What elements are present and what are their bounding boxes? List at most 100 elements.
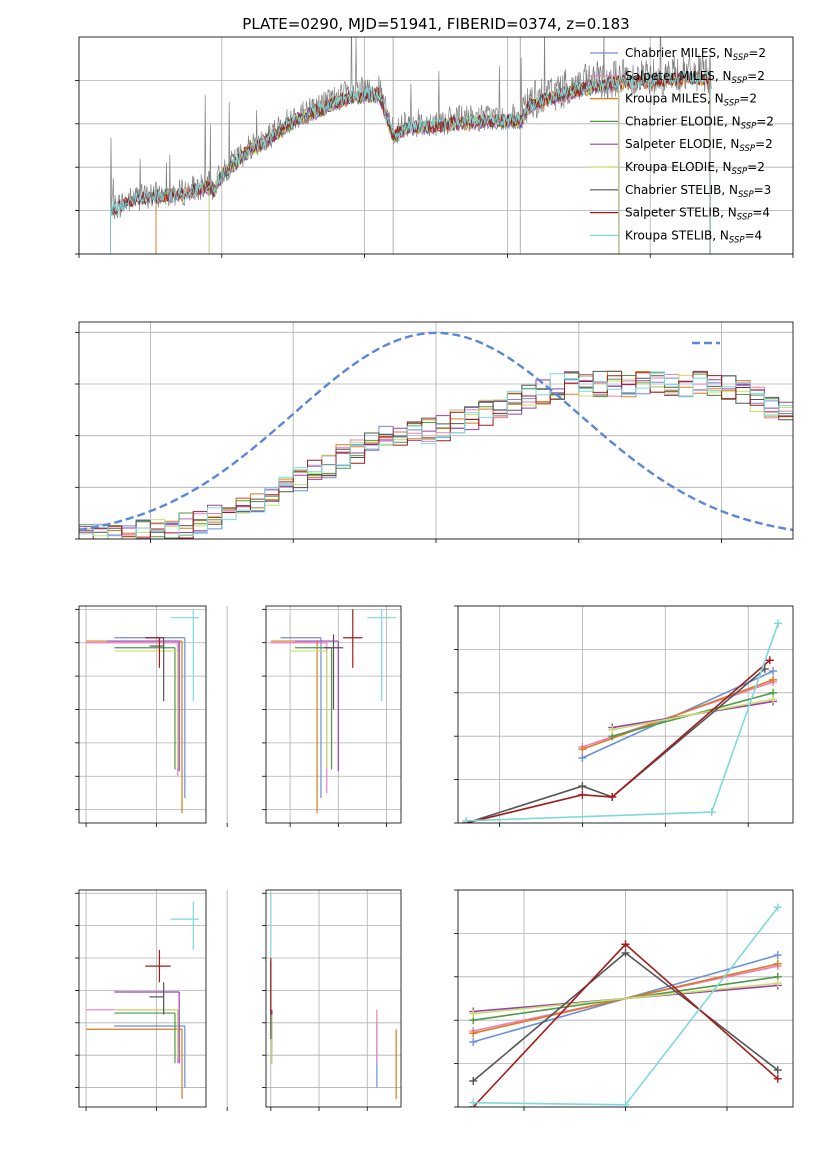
histogram-kroupa-stelib xyxy=(79,371,793,539)
errorbar-point xyxy=(114,1012,176,1064)
errorbar-point xyxy=(149,982,165,1015)
legend-subscript: SSP xyxy=(729,235,745,245)
weight-marker xyxy=(469,1098,478,1107)
legend-count: =2 xyxy=(739,92,757,106)
panel-4 xyxy=(262,605,402,827)
legend-subscript: SSP xyxy=(739,144,755,154)
weight-line xyxy=(466,623,779,822)
weight-marker xyxy=(621,948,630,957)
plot-frame xyxy=(457,605,794,824)
errorbar-point xyxy=(114,1025,186,1088)
model-spectrum-salpeter-miles xyxy=(155,78,620,254)
errorbar-point xyxy=(145,949,171,983)
legend-entry: Kroupa STELIB, NSSP=4 xyxy=(625,228,762,245)
legend-entry: Chabrier ELODIE, NSSP=2 xyxy=(625,114,774,131)
legend-subscript: SSP xyxy=(738,190,754,200)
weight-series-kroupa-elodie xyxy=(608,695,778,734)
panel-2 xyxy=(75,321,794,543)
legend-entry: Salpeter STELIB, NSSP=4 xyxy=(625,206,770,223)
legend-subscript: SSP xyxy=(733,53,749,63)
legend-subscript: SSP xyxy=(737,213,753,223)
plot-area xyxy=(462,619,783,823)
errorbar-point xyxy=(270,642,328,793)
legend-count: =2 xyxy=(747,160,765,174)
errorbar-point xyxy=(149,637,165,702)
weight-marker xyxy=(774,619,783,628)
legend-label: Salpeter STELIB, N xyxy=(625,206,737,220)
legend-count: =2 xyxy=(755,137,773,151)
weight-series-chabrier-stelib xyxy=(462,664,769,823)
weight-line xyxy=(466,659,771,823)
weight-marker xyxy=(469,1037,478,1046)
legend-label: Kroupa STELIB, N xyxy=(625,228,729,242)
weight-marker xyxy=(621,1100,630,1107)
plot-area xyxy=(469,903,782,1107)
weight-marker xyxy=(608,792,617,801)
legend-label: Chabrier ELODIE, N xyxy=(625,114,741,128)
plot-area xyxy=(86,609,199,813)
weight-marker xyxy=(578,753,587,762)
model-spectrum-kroupa-elodie xyxy=(208,75,620,254)
legend-label: Salpeter ELODIE, N xyxy=(625,137,739,151)
weight-marker xyxy=(773,959,782,968)
weight-marker xyxy=(707,808,716,817)
legend-count: =4 xyxy=(745,228,763,242)
weight-marker xyxy=(578,790,587,799)
model-spectrum-chabrier-elodie xyxy=(208,77,620,254)
errorbar-point xyxy=(290,650,328,768)
model-spectrum-chabrier-miles xyxy=(155,78,620,254)
legend-entry: Chabrier STELIB, NSSP=3 xyxy=(625,183,771,200)
errorbar-point xyxy=(145,637,164,668)
panel-3 xyxy=(75,605,228,827)
legend-count: =3 xyxy=(754,183,772,197)
model-spectrum-chabrier-stelib xyxy=(110,71,711,254)
errorbar-point xyxy=(114,637,186,798)
legend-subscript: SSP xyxy=(732,76,748,86)
legend-entry: Chabrier MILES, NSSP=2 xyxy=(625,46,766,63)
plot-area xyxy=(270,609,397,813)
legend-entry: Salpeter ELODIE, NSSP=2 xyxy=(625,137,773,154)
weight-marker xyxy=(608,725,617,734)
weight-marker xyxy=(773,1066,782,1075)
legend-count: =4 xyxy=(752,206,770,220)
weight-marker xyxy=(769,667,778,676)
errorbar-point xyxy=(86,640,183,813)
weight-series-chabrier-stelib xyxy=(469,948,782,1085)
weight-marker xyxy=(769,675,778,684)
weight-marker xyxy=(773,951,782,960)
weight-series-kroupa-elodie xyxy=(469,979,782,1018)
panel-8 xyxy=(454,889,794,1111)
weight-marker xyxy=(469,1029,478,1038)
plot-area xyxy=(86,901,199,1099)
plot-frame xyxy=(265,889,402,1108)
errorbar-point xyxy=(114,991,180,1064)
plot-frame xyxy=(78,605,207,824)
weight-marker xyxy=(773,903,782,912)
observed-spectrum-line xyxy=(110,37,712,254)
legend-entry: Kroupa ELODIE, NSSP=2 xyxy=(625,160,765,177)
weight-marker xyxy=(469,1076,478,1085)
weight-series-kroupa-miles xyxy=(578,675,778,754)
panel-5 xyxy=(454,605,794,827)
plot-frame xyxy=(265,605,402,824)
plot-frame xyxy=(78,889,207,1108)
legend-label: Chabrier STELIB, N xyxy=(625,183,738,197)
model-spectrum-salpeter-elodie xyxy=(208,77,620,254)
legend-count: =2 xyxy=(756,114,774,128)
histogram-chabrier-stelib xyxy=(79,370,793,539)
legend-count: =2 xyxy=(748,46,766,60)
legend-subscript: SSP xyxy=(724,99,740,109)
weight-marker xyxy=(462,816,471,823)
weight-marker xyxy=(578,782,587,791)
legend-entry: Kroupa MILES, NSSP=2 xyxy=(625,92,757,109)
legend-entry: Salpeter MILES, NSSP=2 xyxy=(625,69,765,86)
plot-area xyxy=(79,331,793,539)
weight-marker xyxy=(469,1009,478,1018)
errorbar-point xyxy=(343,609,363,668)
panel-7 xyxy=(262,889,402,1111)
legend-label: Kroupa ELODIE, N xyxy=(625,160,732,174)
errorbar-point xyxy=(170,901,199,950)
plot-frame xyxy=(78,321,794,540)
plot-area xyxy=(270,893,397,1099)
